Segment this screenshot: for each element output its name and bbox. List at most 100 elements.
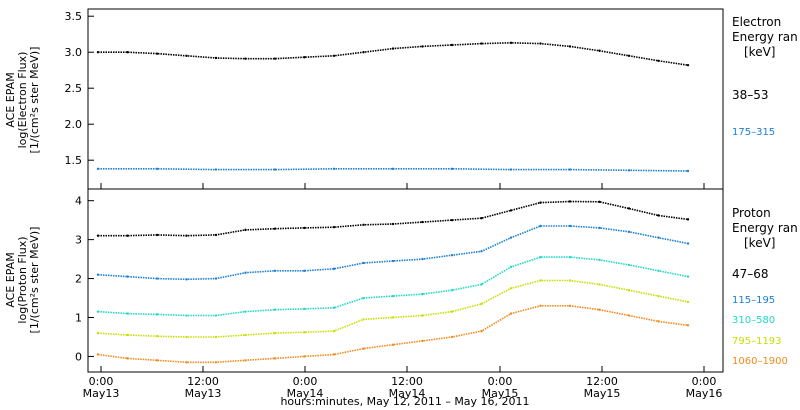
x-axis-title: hours:minutes, May 12, 2011 – May 16, 20…: [280, 395, 529, 408]
proton-series-line: [98, 200, 689, 237]
electron-data-point: [627, 54, 631, 57]
electron-data-point: [273, 57, 277, 60]
proton-data-point: [598, 226, 601, 230]
proton-legend-entry-2: 115–195: [732, 295, 775, 306]
xtick-time-label: 12:00: [187, 375, 219, 388]
electron-data-point: [96, 51, 100, 54]
electron-ytick-label: 2.5: [65, 82, 83, 95]
proton-data-point: [509, 287, 513, 290]
electron-legend-title-3: [keV]: [744, 45, 775, 59]
proton-data-point: [362, 347, 365, 350]
proton-data-point: [539, 304, 542, 308]
proton-data-point: [303, 307, 306, 311]
proton-legend-entry-1: 47–68: [732, 267, 769, 281]
proton-data-point: [155, 334, 159, 338]
proton-y-axis-label: ACE EPAM log(Proton Flux) [1/(cm²s ster …: [4, 227, 41, 334]
electron-data-point: [450, 43, 454, 47]
xtick-time-label: 0:00: [488, 375, 513, 388]
xtick-time-label: 12:00: [586, 375, 618, 388]
proton-data-point: [273, 331, 277, 335]
proton-data-point: [96, 310, 100, 313]
electron-data-point: [244, 57, 247, 60]
proton-ytick-label: 1: [75, 311, 82, 324]
proton-data-point: [244, 310, 247, 313]
electron-data-point: [391, 167, 395, 171]
proton-series-line: [97, 225, 689, 281]
electron-data-point: [450, 167, 454, 171]
proton-data-point: [362, 318, 365, 321]
proton-data-point: [273, 269, 277, 272]
proton-data-point: [539, 279, 542, 282]
proton-legend-title-2: Energy ran: [732, 221, 798, 235]
proton-data-point: [244, 333, 247, 337]
proton-data-point: [657, 236, 660, 239]
proton-data-point: [155, 277, 159, 280]
electron-data-point: [480, 42, 483, 45]
proton-series-2: [96, 224, 690, 281]
proton-data-point: [539, 201, 542, 204]
xtick-time-label: 0:00: [293, 375, 318, 388]
proton-data-point: [598, 200, 601, 204]
xtick-time-label: 0:00: [89, 375, 114, 388]
proton-data-point: [126, 234, 129, 237]
proton-legend-entry-5: 1060–1900: [732, 356, 788, 367]
proton-y-axis: 0 1 2 3 4: [75, 195, 94, 363]
proton-data-point: [450, 253, 454, 257]
proton-data-point: [96, 353, 100, 356]
proton-data-point: [539, 224, 542, 228]
electron-legend-title-1: Electron: [732, 15, 781, 29]
proton-data-point: [96, 331, 100, 335]
proton-data-point: [214, 233, 218, 237]
proton-data-point: [686, 218, 690, 221]
proton-ytick-label: 0: [75, 350, 82, 363]
proton-data-point: [509, 236, 513, 239]
proton-data-point: [273, 227, 277, 230]
electron-ytick-label: 1.5: [65, 154, 83, 167]
proton-data-point: [126, 357, 129, 360]
proton-data-point: [244, 359, 247, 362]
proton-data-point: [598, 283, 601, 286]
proton-data-point: [480, 329, 483, 333]
proton-data-point: [391, 343, 395, 346]
xtick-date-label: May15: [482, 387, 519, 400]
proton-data-point: [480, 302, 483, 306]
proton-data-point: [332, 329, 336, 333]
proton-data-point: [450, 335, 454, 339]
electron-data-point: [421, 45, 424, 48]
proton-data-point: [214, 335, 218, 339]
proton-data-point: [421, 220, 424, 224]
proton-data-point: [421, 339, 424, 343]
electron-data-point: [686, 63, 690, 67]
xtick-date-label: May14: [287, 387, 324, 400]
electron-data-point: [332, 54, 336, 57]
proton-data-point: [657, 320, 660, 323]
proton-data-point: [155, 313, 159, 316]
proton-data-point: [598, 308, 601, 311]
proton-data-point: [627, 289, 631, 292]
electron-legend: Electron Energy ran [keV] 38–53 175–315: [732, 15, 798, 138]
proton-data-point: [686, 324, 690, 327]
xtick-date-label: May15: [584, 387, 621, 400]
proton-legend: Proton Energy ran [keV] 47–68 115–195 31…: [732, 206, 798, 367]
proton-data-point: [509, 265, 513, 269]
proton-data-point: [185, 361, 188, 364]
proton-data-point: [303, 355, 306, 358]
proton-data-point: [185, 314, 188, 317]
electron-data-point: [303, 56, 306, 59]
proton-data-point: [244, 228, 247, 232]
electron-data-point: [155, 167, 159, 171]
proton-data-point: [362, 296, 365, 300]
electron-data-point: [686, 169, 690, 173]
proton-data-point: [627, 263, 631, 267]
xtick-time-label: 0:00: [692, 375, 717, 388]
electron-ytick-label: 3.5: [65, 10, 83, 23]
proton-data-point: [568, 279, 572, 282]
proton-ylabel-line-2: log(Proton Flux): [16, 236, 29, 323]
electron-ylabel-line-3: [1/(cm²s ster MeV)]: [28, 47, 41, 154]
proton-data-point: [185, 234, 188, 237]
electron-data-point: [568, 45, 572, 48]
electron-data-point: [214, 168, 218, 171]
electron-legend-entry-1: 38–53: [732, 88, 769, 102]
proton-legend-entry-4: 795–1193: [732, 336, 782, 347]
